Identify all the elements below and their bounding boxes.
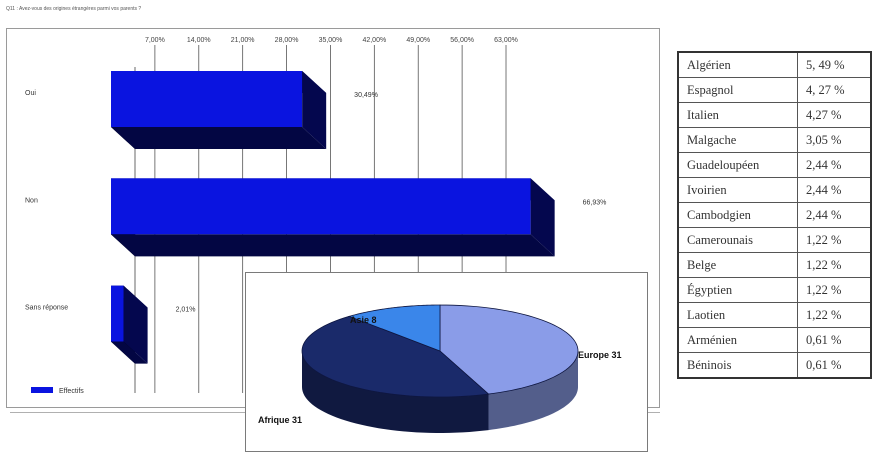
table-row: Cambodgien 2,44 %: [677, 202, 872, 228]
category-label: Oui: [25, 90, 36, 97]
x-tick-label: 28,00%: [275, 37, 299, 44]
x-tick-label: 63,00%: [494, 37, 518, 44]
bar: [111, 71, 303, 127]
pie-slice: [301, 315, 490, 398]
x-tick-label: 14,00%: [187, 37, 211, 44]
pie-chart: Europe 31 Afrique 31 Asie 8: [258, 304, 622, 433]
table-row: Italien 4,27 %: [677, 102, 872, 128]
table-row: Ivoirien 2,44 %: [677, 177, 872, 203]
percentage-cell: 2,44 %: [797, 177, 872, 203]
nationality-cell: Ivoirien: [677, 177, 798, 203]
x-tick-label: 35,00%: [319, 37, 343, 44]
value-label: 2,01%: [176, 307, 196, 314]
table-row: Arménien 0,61 %: [677, 327, 872, 353]
nationality-cell: Camerounais: [677, 227, 798, 253]
pie-slice-label: Afrique 31: [258, 415, 302, 425]
nationality-cell: Belge: [677, 252, 798, 278]
nationality-cell: Arménien: [677, 327, 798, 353]
table-row: Laotien 1,22 %: [677, 302, 872, 328]
pie-slice-label: Asie 8: [350, 315, 377, 325]
nationality-cell: Malgache: [677, 127, 798, 153]
table-row: Malgache 3,05 %: [677, 127, 872, 153]
table-row: Espagnol 4, 27 %: [677, 77, 872, 103]
pie-slice-label: Europe 31: [578, 350, 622, 360]
pie-slice-side: [488, 351, 578, 431]
bar-side-right: [302, 71, 327, 149]
nationality-cell: Algérien: [677, 51, 798, 78]
table-row: Camerounais 1,22 %: [677, 227, 872, 253]
x-tick-label: 42,00%: [362, 37, 386, 44]
value-label: 66,93%: [583, 199, 607, 206]
category-label: Sans réponse: [25, 305, 68, 312]
nationality-cell: Béninois: [677, 352, 798, 379]
percentage-cell: 4, 27 %: [797, 77, 872, 103]
x-tick-label: 7,00%: [145, 37, 165, 44]
pie-slice: [347, 304, 441, 352]
legend-swatch: [31, 387, 53, 393]
bar-side-right: [123, 285, 148, 364]
x-tick-label: 56,00%: [450, 37, 474, 44]
table-row: Belge 1,22 %: [677, 252, 872, 278]
bar-bottom-face: [111, 127, 327, 149]
percentage-cell: 2,44 %: [797, 152, 872, 178]
pie-chart-frame: Europe 31 Afrique 31 Asie 8: [245, 272, 648, 452]
percentage-cell: 1,22 %: [797, 277, 872, 303]
percentage-cell: 0,61 %: [797, 352, 872, 379]
table-row: Algérien 5, 49 %: [677, 51, 872, 78]
nationality-cell: Guadeloupéen: [677, 152, 798, 178]
bar-bottom-face: [111, 341, 148, 364]
bar: [111, 285, 124, 342]
nationality-table-body: Algérien 5, 49 % Espagnol 4, 27 % Italien 4,2…: [677, 51, 872, 379]
x-tick-label: 21,00%: [231, 37, 255, 44]
percentage-cell: 5, 49 %: [797, 51, 872, 78]
bar-bottom-face: [111, 234, 555, 257]
question-title: Q11 : Avez-vous des origines étrangères …: [6, 6, 142, 12]
nationality-cell: Égyptien: [677, 277, 798, 303]
nationality-table: Algérien 5, 49 % Espagnol 4, 27 % Italien 4,2…: [677, 51, 872, 379]
percentage-cell: 2,44 %: [797, 202, 872, 228]
x-tick-label: 49,00%: [406, 37, 430, 44]
nationality-cell: Laotien: [677, 302, 798, 328]
percentage-cell: 4,27 %: [797, 102, 872, 128]
table-row: Guadeloupéen 2,44 %: [677, 152, 872, 178]
pie-slice: [439, 304, 579, 395]
bar-side-right: [530, 178, 555, 257]
bar-chart: 7,00% 14,00% 21,00% 28,00% 35,00% 42,00% 49,00…: [25, 37, 607, 395]
percentage-cell: 3,05 %: [797, 127, 872, 153]
bar: [111, 178, 531, 235]
category-label: Non: [25, 197, 38, 204]
value-label: 30,49%: [354, 92, 378, 99]
nationality-cell: Espagnol: [677, 77, 798, 103]
legend-label: Effectifs: [59, 388, 84, 395]
percentage-cell: 1,22 %: [797, 252, 872, 278]
percentage-cell: 1,22 %: [797, 302, 872, 328]
percentage-cell: 0,61 %: [797, 327, 872, 353]
nationality-cell: Italien: [677, 102, 798, 128]
table-row: Béninois 0,61 %: [677, 352, 872, 379]
pie-slice-side: [302, 351, 489, 433]
percentage-cell: 1,22 %: [797, 227, 872, 253]
nationality-cell: Cambodgien: [677, 202, 798, 228]
table-row: Égyptien 1,22 %: [677, 277, 872, 303]
